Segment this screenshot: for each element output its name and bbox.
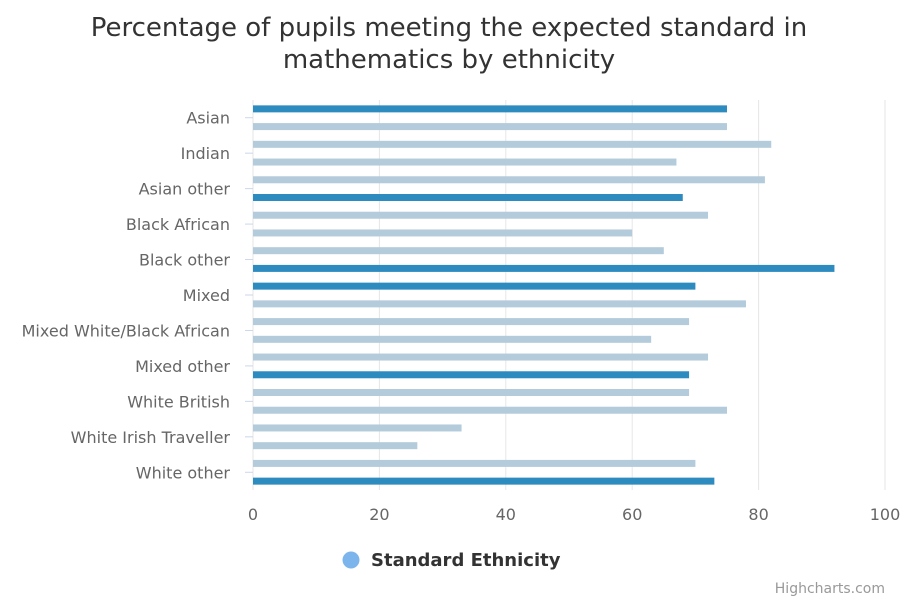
y-category-label: Asian — [186, 109, 230, 128]
y-category-label: White Irish Traveller — [71, 428, 231, 447]
chart-title-line-1: Percentage of pupils meeting the expecte… — [91, 13, 808, 43]
bar[interactable] — [253, 371, 690, 379]
bar[interactable] — [253, 140, 772, 148]
bar[interactable] — [253, 211, 709, 219]
x-tick-label: 40 — [496, 505, 516, 524]
bar[interactable] — [253, 123, 727, 131]
bar[interactable] — [253, 318, 690, 326]
bar[interactable] — [253, 335, 652, 343]
bar[interactable] — [253, 194, 683, 201]
x-tick-label: 0 — [248, 505, 258, 524]
y-category-label: White other — [136, 463, 231, 482]
bar[interactable] — [253, 353, 709, 361]
x-tick-label: 100 — [870, 505, 900, 524]
chart-title-line-2: mathematics by ethnicity — [283, 45, 615, 75]
value-axis-labels: 0 20 40 60 80 100 — [248, 505, 900, 524]
y-category-label: Black other — [139, 251, 230, 270]
legend-marker-icon[interactable] — [342, 551, 360, 569]
bar[interactable] — [253, 424, 462, 432]
y-category-label: Mixed other — [135, 357, 230, 376]
y-category-label: White British — [127, 392, 230, 411]
y-category-label: Mixed White/Black African — [22, 321, 230, 340]
y-category-label: Mixed — [183, 286, 230, 305]
bar[interactable] — [253, 282, 696, 290]
y-category-label: Black African — [126, 215, 230, 234]
bar[interactable] — [253, 406, 727, 414]
y-category-label: Asian other — [139, 180, 231, 199]
bar[interactable] — [253, 442, 418, 450]
bar[interactable] — [253, 459, 696, 467]
x-tick-label: 60 — [622, 505, 642, 524]
y-category-label: Indian — [181, 144, 230, 163]
bar[interactable] — [253, 389, 690, 396]
bar[interactable] — [253, 477, 715, 485]
bar[interactable] — [253, 264, 835, 272]
x-tick-label: 20 — [369, 505, 389, 524]
category-axis-labels: Asian Indian Asian other Black African Black… — [22, 109, 253, 482]
bar[interactable] — [253, 158, 677, 166]
bar[interactable] — [253, 247, 664, 255]
x-tick-label: 80 — [748, 505, 768, 524]
bars — [253, 105, 835, 485]
gridlines — [252, 100, 886, 490]
credits-link[interactable]: Highcharts.com — [775, 581, 885, 597]
legend-label[interactable]: Standard Ethnicity — [371, 550, 561, 571]
bar[interactable] — [253, 105, 727, 113]
bar[interactable] — [253, 176, 765, 184]
bar[interactable] — [253, 300, 746, 308]
legend[interactable]: Standard Ethnicity — [342, 550, 561, 571]
bar[interactable] — [253, 229, 633, 237]
